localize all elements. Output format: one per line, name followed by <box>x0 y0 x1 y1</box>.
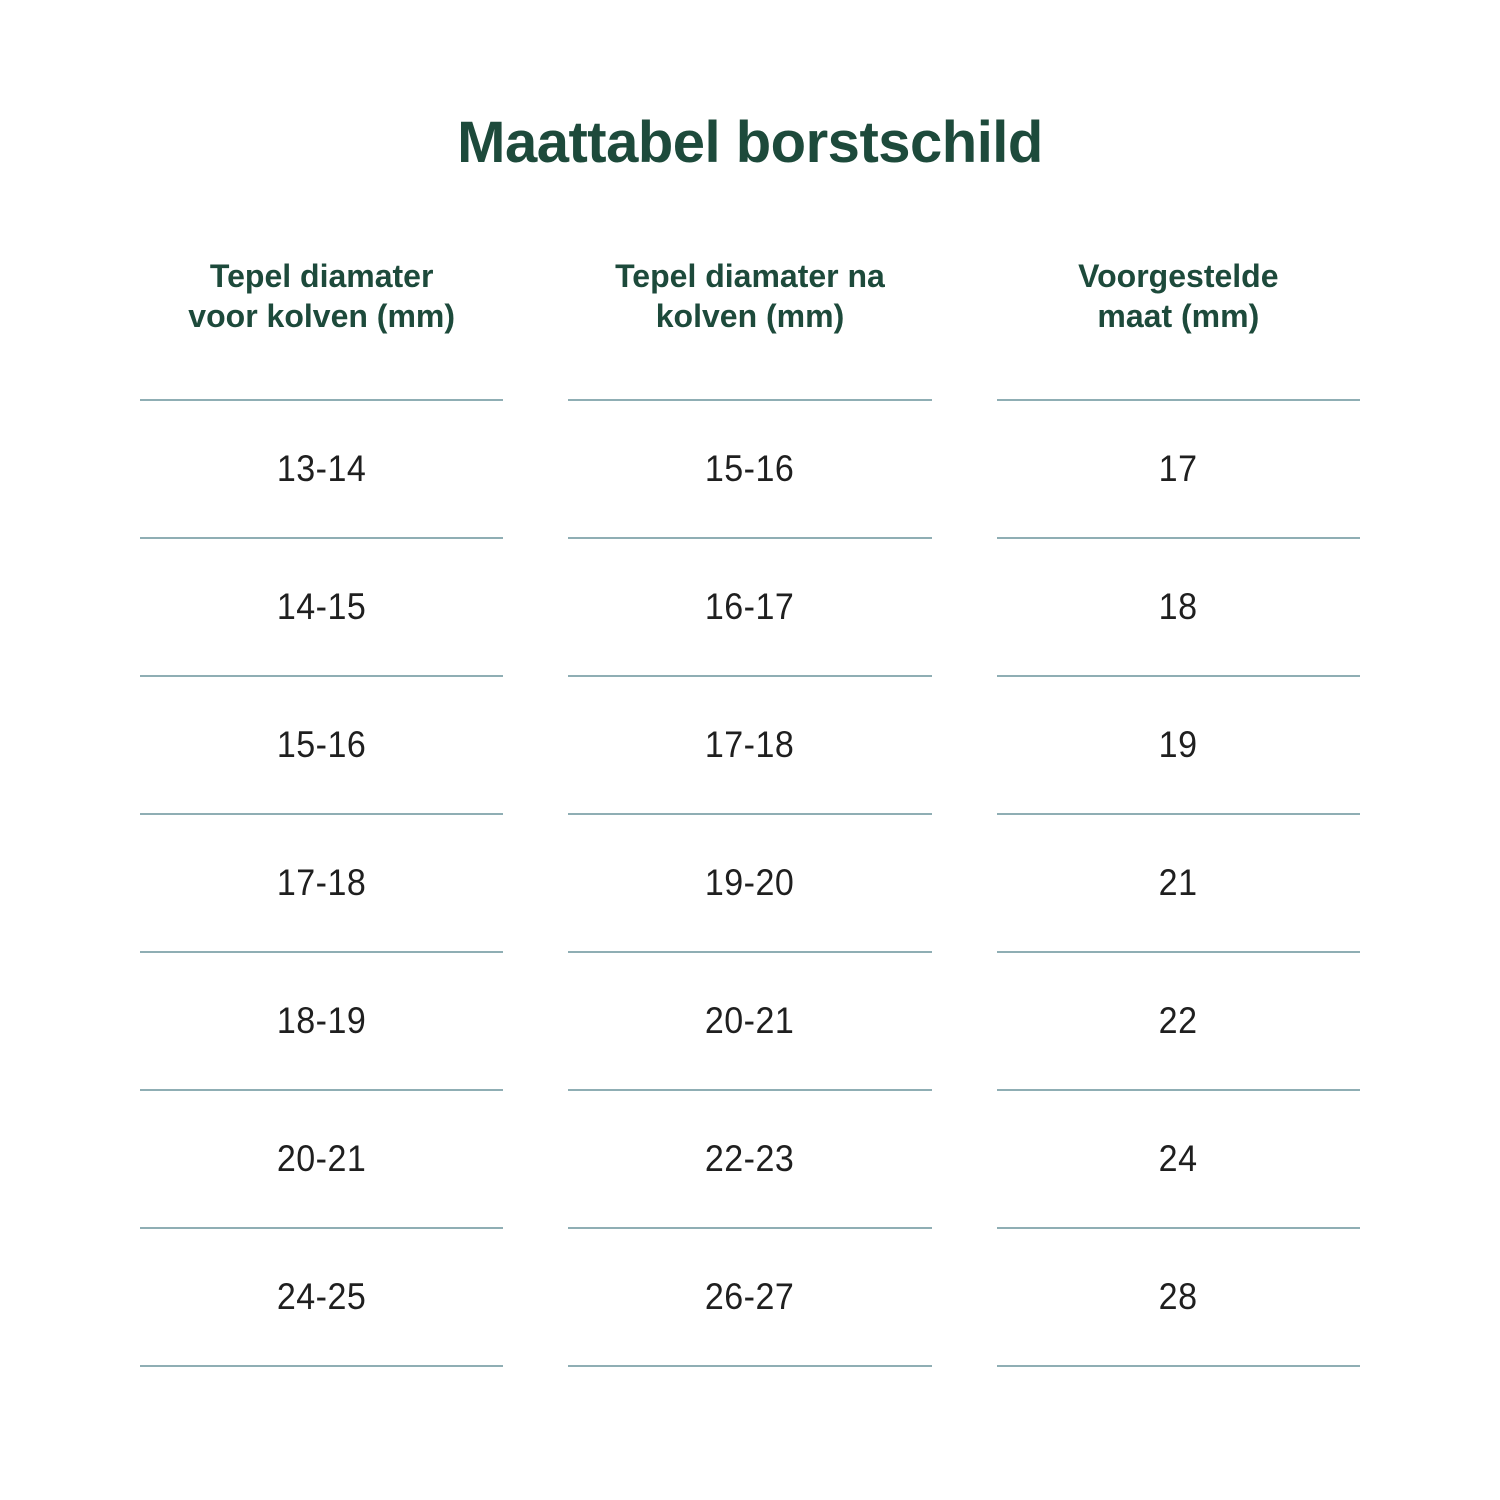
table-cell: 22 <box>996 953 1360 1091</box>
table-cell-value: 17 <box>1158 448 1198 489</box>
table-cell-value: 22-23 <box>705 1138 795 1179</box>
table-cell-value: 24 <box>1158 1138 1198 1179</box>
table-cell-value: 19-20 <box>705 862 795 903</box>
column-header-line2: kolven (mm) <box>655 298 845 334</box>
column-header: Voorgestelde maat (mm) <box>996 256 1360 401</box>
column-header-line1: Voorgestelde <box>1078 258 1279 294</box>
table-cell-value: 14-15 <box>276 586 367 627</box>
table-cell: 18 <box>996 539 1360 677</box>
column-header-line2: voor kolven (mm) <box>188 298 456 334</box>
table-cell: 14-15 <box>140 539 504 677</box>
table-cell: 28 <box>996 1229 1360 1367</box>
table-cell-value: 19 <box>1158 724 1198 765</box>
table-cell-value: 16-17 <box>705 586 795 627</box>
size-table: Tepel diamater voor kolven (mm) 13-14 14-… <box>140 256 1360 1367</box>
table-column-before-pumping: Tepel diamater voor kolven (mm) 13-14 14-… <box>140 256 504 1367</box>
table-cell: 20-21 <box>568 953 932 1091</box>
table-cell-value: 15-16 <box>705 448 795 489</box>
table-cell-value: 21 <box>1158 862 1198 903</box>
table-cell: 20-21 <box>140 1091 504 1229</box>
table-cell: 17-18 <box>568 677 932 815</box>
table-cell: 17 <box>996 401 1360 539</box>
table-cell: 18-19 <box>140 953 504 1091</box>
table-column-suggested-size: Voorgestelde maat (mm) 17 18 19 21 22 24 28 <box>996 256 1360 1367</box>
table-cell-value: 24-25 <box>276 1276 367 1317</box>
table-column-after-pumping: Tepel diamater na kolven (mm) 15-16 16-17… <box>568 256 932 1367</box>
table-cell-value: 28 <box>1158 1276 1198 1317</box>
table-cell-value: 18 <box>1158 586 1198 627</box>
table-cell-value: 20-21 <box>705 1000 795 1041</box>
table-cell-value: 13-14 <box>276 448 367 489</box>
table-cell-value: 20-21 <box>276 1138 367 1179</box>
table-cell: 19 <box>996 677 1360 815</box>
table-cell: 17-18 <box>140 815 504 953</box>
column-header: Tepel diamater voor kolven (mm) <box>140 256 504 401</box>
table-cell-value: 17-18 <box>705 724 795 765</box>
table-cell: 15-16 <box>140 677 504 815</box>
table-cell: 24-25 <box>140 1229 504 1367</box>
table-cell: 13-14 <box>140 401 504 539</box>
page-title: Maattabel borstschild <box>457 110 1043 175</box>
table-cell: 15-16 <box>568 401 932 539</box>
table-cell: 21 <box>996 815 1360 953</box>
column-header-line1: Tepel diamater na <box>615 258 885 294</box>
column-header: Tepel diamater na kolven (mm) <box>568 256 932 401</box>
table-cell-value: 17-18 <box>276 862 367 903</box>
column-header-line2: maat (mm) <box>1097 298 1260 334</box>
table-cell-value: 18-19 <box>276 1000 367 1041</box>
table-cell: 22-23 <box>568 1091 932 1229</box>
table-cell-value: 26-27 <box>705 1276 795 1317</box>
table-cell: 19-20 <box>568 815 932 953</box>
table-cell-value: 15-16 <box>276 724 367 765</box>
column-header-line1: Tepel diamater <box>209 258 434 294</box>
table-cell-value: 22 <box>1158 1000 1198 1041</box>
table-cell: 16-17 <box>568 539 932 677</box>
table-cell: 24 <box>996 1091 1360 1229</box>
table-cell: 26-27 <box>568 1229 932 1367</box>
